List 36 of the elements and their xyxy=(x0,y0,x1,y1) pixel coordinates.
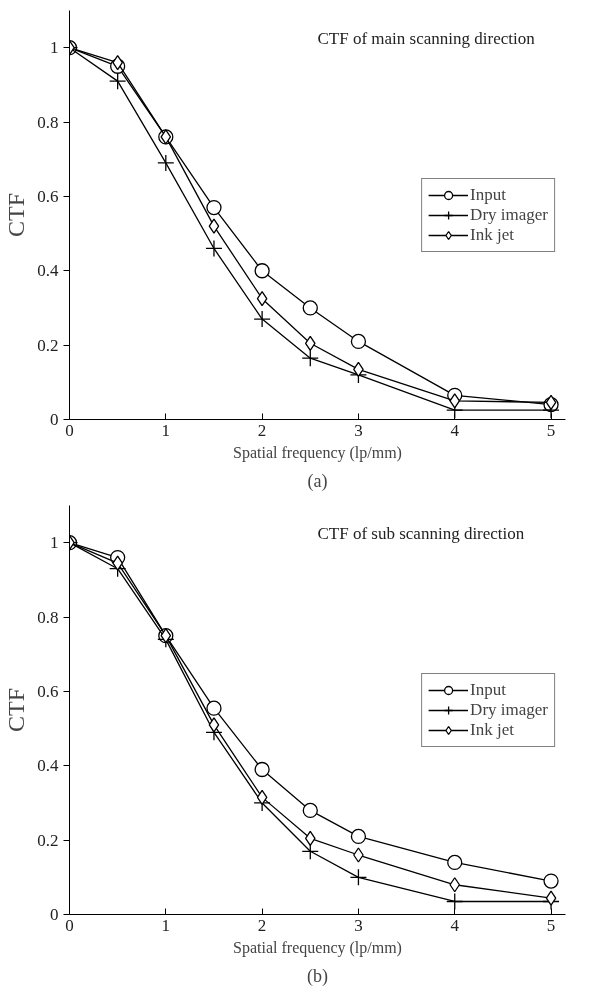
x-tick-label: 5 xyxy=(546,420,556,440)
y-tick-label: 0.4 xyxy=(37,756,59,776)
text: (b) xyxy=(307,965,329,987)
x-tick-label: 4 xyxy=(450,915,460,935)
legend-label: Ink jet xyxy=(470,719,515,740)
x-tick-label: 0 xyxy=(65,420,74,440)
legend-label: Dry imager xyxy=(470,204,548,225)
y-axis-title: CTF xyxy=(3,687,30,733)
text: (a) xyxy=(307,470,328,492)
y-tick-label: 0.2 xyxy=(37,335,59,355)
x-axis-title: Spatial frequency (lp/mm) xyxy=(233,443,402,462)
text: CTF of sub scanning direction xyxy=(317,523,525,543)
x-tick-label: 5 xyxy=(546,915,556,935)
y-tick-label: 0.8 xyxy=(37,112,59,132)
y-tick-label: 1 xyxy=(50,533,59,553)
y-tick-label: 0.4 xyxy=(37,261,59,281)
text: CTF of main scanning direction xyxy=(317,28,536,48)
y-tick-label: 0.8 xyxy=(37,607,59,627)
legend-label: Input xyxy=(470,184,506,205)
legend-label: Dry imager xyxy=(470,699,548,720)
y-tick-label: 0.2 xyxy=(37,830,59,850)
legend-label: Ink jet xyxy=(470,224,515,245)
x-tick-label: 3 xyxy=(354,420,363,440)
x-tick-label: 2 xyxy=(257,915,267,935)
x-tick-label: 2 xyxy=(257,420,267,440)
x-tick-label: 0 xyxy=(65,915,74,935)
legend-label: Input xyxy=(470,679,506,700)
y-axis-title: CTF xyxy=(3,192,30,238)
y-tick-label: 0.6 xyxy=(37,186,59,206)
x-tick-label: 4 xyxy=(450,420,460,440)
x-tick-label: 3 xyxy=(354,915,363,935)
x-tick-label: 1 xyxy=(161,420,171,440)
x-axis-title: Spatial frequency (lp/mm) xyxy=(233,938,402,957)
y-tick-label: 1 xyxy=(50,38,59,58)
y-tick-label: 0.6 xyxy=(37,681,59,701)
x-tick-label: 1 xyxy=(161,915,171,935)
